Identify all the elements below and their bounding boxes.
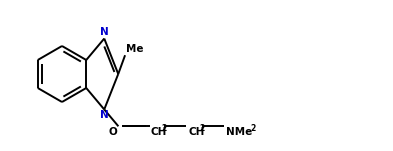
Text: CH: CH <box>151 127 167 137</box>
Text: NMe: NMe <box>226 127 253 137</box>
Text: O: O <box>108 127 118 137</box>
Text: CH: CH <box>188 127 205 137</box>
Text: N: N <box>100 27 108 37</box>
Text: 2: 2 <box>162 124 167 133</box>
Text: 2: 2 <box>250 124 255 133</box>
Text: 2: 2 <box>199 124 205 133</box>
Text: Me: Me <box>126 44 143 54</box>
Text: N: N <box>100 110 108 120</box>
